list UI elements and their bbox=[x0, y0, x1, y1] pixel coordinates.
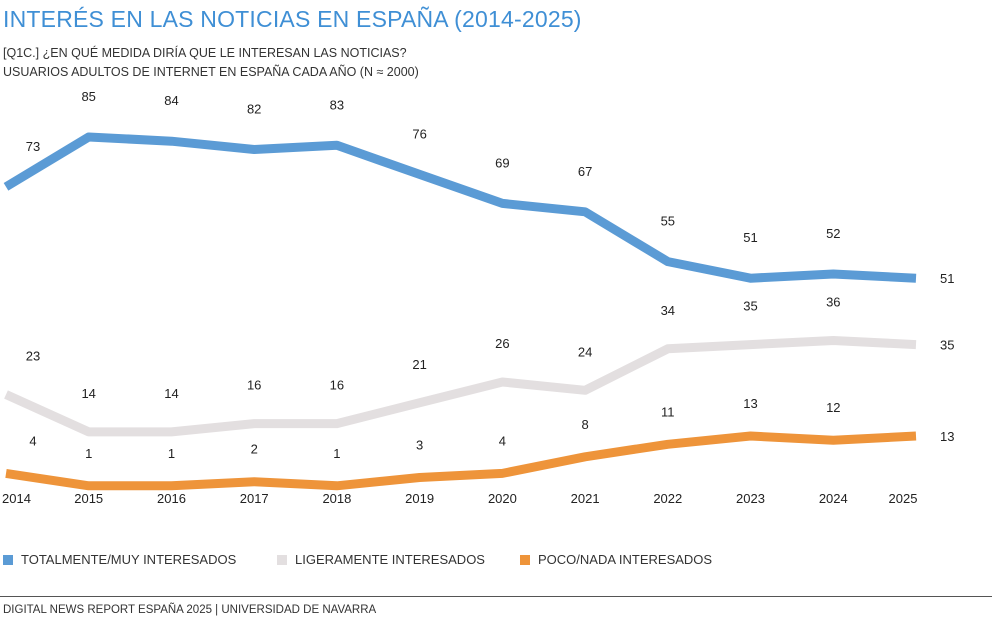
data-label-s0-2016: 84 bbox=[164, 93, 178, 108]
data-label-s0-2021: 67 bbox=[578, 164, 592, 179]
data-label-s1-2018: 16 bbox=[330, 378, 344, 393]
data-label-s0-2015: 85 bbox=[81, 89, 95, 104]
data-label-s2-2022: 11 bbox=[661, 404, 675, 419]
data-label-s1-2015: 14 bbox=[81, 386, 95, 401]
x-tick-label-2025: 2025 bbox=[889, 491, 918, 506]
x-tick-label-2014: 2014 bbox=[2, 491, 31, 506]
data-label-s0-2024: 52 bbox=[826, 226, 840, 241]
data-label-s2-2017: 2 bbox=[251, 442, 258, 457]
data-label-s1-2023: 35 bbox=[743, 299, 757, 314]
data-label-s2-2020: 4 bbox=[499, 433, 506, 448]
data-label-s0-2020: 69 bbox=[495, 155, 509, 170]
chart-title: INTERÉS EN LAS NOTICIAS EN ESPAÑA (2014-… bbox=[3, 6, 582, 32]
series-line-0 bbox=[3, 132, 917, 283]
data-label-s0-2025: 51 bbox=[940, 271, 954, 286]
data-label-s2-2015: 1 bbox=[85, 446, 92, 461]
x-tick-label-2023: 2023 bbox=[736, 491, 765, 506]
data-label-s1-2020: 26 bbox=[495, 336, 509, 351]
data-label-s0-2022: 55 bbox=[661, 214, 675, 229]
legend-swatch-ligeramente bbox=[277, 554, 287, 565]
footer-divider bbox=[0, 596, 992, 597]
x-tick-label-2017: 2017 bbox=[240, 491, 269, 506]
data-label-s0-2017: 82 bbox=[247, 102, 261, 117]
legend-label-poco-nada: POCO/NADA INTERESADOS bbox=[538, 552, 713, 567]
data-label-s2-2023: 13 bbox=[743, 396, 757, 411]
data-label-s2-2024: 12 bbox=[826, 400, 840, 415]
legend-swatch-poco-nada bbox=[520, 554, 530, 565]
data-label-s0-2023: 51 bbox=[743, 230, 757, 245]
x-tick-label-2015: 2015 bbox=[74, 491, 103, 506]
data-label-s0-2019: 76 bbox=[412, 126, 426, 141]
legend-swatch-totalmente bbox=[3, 554, 13, 565]
data-label-s1-2019: 21 bbox=[412, 357, 426, 372]
x-tick-label-2020: 2020 bbox=[488, 491, 517, 506]
data-label-s1-2014: 23 bbox=[26, 349, 40, 364]
series-line-1 bbox=[4, 336, 917, 437]
chart-subtitle-question: [Q1C.] ¿EN QUÉ MEDIDA DIRÍA QUE LE INTER… bbox=[3, 46, 407, 60]
data-label-s2-2014: 4 bbox=[29, 433, 36, 448]
data-label-s2-2016: 1 bbox=[168, 446, 175, 461]
data-label-s0-2014: 73 bbox=[26, 139, 40, 154]
data-label-s1-2024: 36 bbox=[826, 295, 840, 310]
x-tick-label-2022: 2022 bbox=[653, 491, 682, 506]
x-tick-label-2024: 2024 bbox=[819, 491, 848, 506]
data-label-s2-2018: 1 bbox=[333, 446, 340, 461]
legend-item-poco-nada: POCO/NADA INTERESADOS bbox=[520, 552, 712, 567]
series-line-2 bbox=[5, 431, 917, 491]
data-label-s1-2017: 16 bbox=[247, 378, 261, 393]
data-label-s1-2025: 35 bbox=[940, 338, 954, 353]
x-tick-label-2018: 2018 bbox=[322, 491, 351, 506]
data-label-s2-2025: 13 bbox=[940, 429, 954, 444]
legend-label-totalmente: TOTALMENTE/MUY INTERESADOS bbox=[21, 552, 237, 567]
legend-label-ligeramente: LIGERAMENTE INTERESADOS bbox=[295, 552, 485, 567]
data-label-s1-2021: 24 bbox=[578, 344, 592, 359]
data-label-s1-2022: 34 bbox=[661, 303, 675, 318]
x-tick-label-2021: 2021 bbox=[571, 491, 600, 506]
footer-source: DIGITAL NEWS REPORT ESPAÑA 2025 | UNIVER… bbox=[3, 604, 377, 616]
data-label-s0-2018: 83 bbox=[330, 97, 344, 112]
x-tick-label-2016: 2016 bbox=[157, 491, 186, 506]
data-label-s1-2016: 14 bbox=[164, 386, 178, 401]
legend-item-ligeramente: LIGERAMENTE INTERESADOS bbox=[277, 552, 485, 567]
data-label-s2-2021: 8 bbox=[581, 417, 588, 432]
data-label-s2-2019: 3 bbox=[416, 438, 423, 453]
legend-item-totalmente: TOTALMENTE/MUY INTERESADOS bbox=[3, 552, 236, 567]
x-tick-label-2019: 2019 bbox=[405, 491, 434, 506]
chart-subtitle-sample: USUARIOS ADULTOS DE INTERNET EN ESPAÑA C… bbox=[3, 65, 419, 79]
